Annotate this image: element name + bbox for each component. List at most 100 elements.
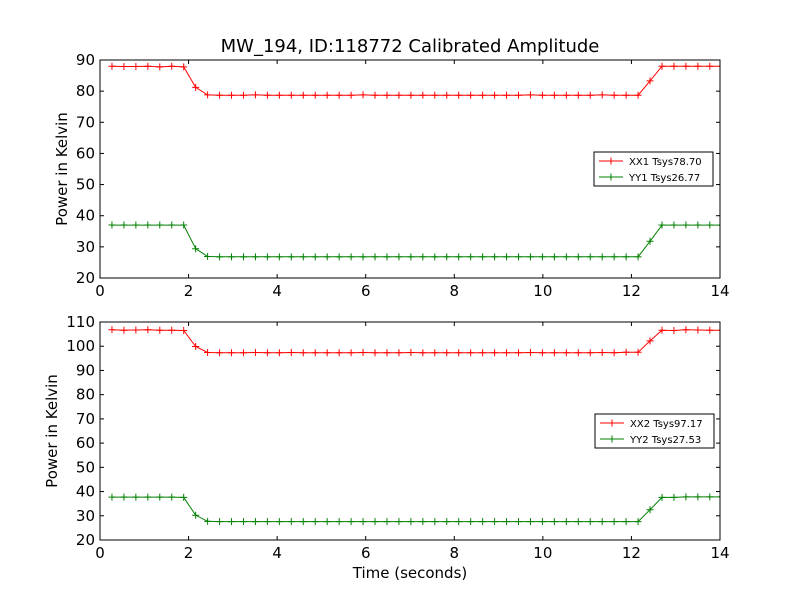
data-point	[670, 221, 678, 229]
data-point	[610, 349, 618, 357]
data-point	[467, 349, 475, 357]
data-point	[251, 253, 259, 261]
data-point	[538, 349, 546, 357]
data-point	[120, 221, 128, 229]
data-point	[371, 349, 379, 357]
data-point	[108, 221, 116, 229]
data-point	[395, 253, 403, 261]
data-point	[574, 518, 582, 526]
data-point	[359, 518, 367, 526]
data-point	[156, 63, 164, 71]
data-point	[598, 91, 606, 99]
data-point	[431, 91, 439, 99]
legend-marker	[607, 157, 615, 165]
legend-label: YY1 Tsys26.77	[628, 173, 700, 184]
top-panel: 0 2 4 6 8 10 12 14 20 30 40 50 60 70 80 90 Power in Kelv…	[53, 51, 730, 300]
data-point	[646, 506, 654, 514]
data-point	[359, 349, 367, 357]
y-tick-label: 60	[76, 144, 95, 162]
data-point	[383, 253, 391, 261]
data-point	[538, 518, 546, 526]
data-point	[144, 326, 152, 334]
data-point	[192, 511, 200, 519]
data-point	[526, 518, 534, 526]
data-point	[574, 91, 582, 99]
data-point	[491, 91, 499, 99]
legend-label: XX1 Tsys78.70	[629, 157, 702, 168]
data-point	[251, 518, 259, 526]
y-axis-label: Power in Kelvin	[53, 112, 71, 226]
data-point	[431, 518, 439, 526]
data-point	[228, 253, 236, 261]
data-point	[180, 63, 188, 71]
data-point	[168, 326, 176, 334]
legend-marker	[608, 435, 616, 443]
x-tick-label: 6	[361, 544, 371, 562]
data-point	[204, 517, 212, 525]
data-point	[550, 253, 558, 261]
data-point	[323, 349, 331, 357]
data-point	[562, 91, 570, 99]
data-point	[479, 518, 487, 526]
y-tick-label: 70	[76, 410, 95, 428]
data-point	[168, 493, 176, 501]
y-tick-label: 110	[66, 313, 95, 331]
data-point	[443, 91, 451, 99]
data-point	[526, 91, 534, 99]
data-point	[347, 349, 355, 357]
legend-box	[593, 151, 714, 187]
y-tick-label: 80	[76, 386, 95, 404]
y-tick-label: 30	[76, 507, 95, 525]
data-point	[192, 342, 200, 350]
data-point	[287, 91, 295, 99]
data-point	[455, 253, 463, 261]
legend-marker	[607, 173, 615, 181]
data-point	[383, 91, 391, 99]
data-point	[658, 493, 666, 501]
axes-frame	[99, 59, 721, 279]
data-point	[371, 253, 379, 261]
data-point	[467, 518, 475, 526]
data-point	[503, 253, 511, 261]
y-tick-label: 90	[76, 361, 95, 379]
y-tick-label: 90	[76, 51, 95, 69]
data-point	[455, 349, 463, 357]
data-point	[132, 221, 140, 229]
data-point	[562, 518, 570, 526]
data-point	[538, 91, 546, 99]
series-line-yy	[112, 496, 720, 523]
data-point	[718, 496, 720, 498]
data-point	[120, 63, 128, 71]
data-point	[311, 91, 319, 99]
x-tick-label: 12	[622, 282, 641, 300]
data-point	[526, 253, 534, 261]
data-point	[323, 91, 331, 99]
data-point	[706, 326, 714, 334]
x-tick-label: 8	[450, 544, 460, 562]
data-point	[694, 62, 702, 70]
data-point	[431, 253, 439, 261]
x-tick-label: 8	[450, 282, 460, 300]
data-point	[168, 62, 176, 70]
data-point	[479, 253, 487, 261]
data-point	[180, 326, 188, 334]
series-group	[108, 326, 720, 526]
data-point	[323, 518, 331, 526]
x-tick-label: 0	[95, 544, 105, 562]
y-tick-label: 50	[76, 176, 95, 194]
data-point	[646, 337, 654, 345]
data-point	[598, 518, 606, 526]
data-point	[383, 518, 391, 526]
data-point	[108, 326, 116, 334]
data-point	[239, 91, 247, 99]
data-point	[694, 221, 702, 229]
y-tick-label: 20	[76, 269, 95, 287]
x-tick-label: 12	[622, 544, 641, 562]
x-tick-label: 0	[95, 282, 105, 300]
data-point	[275, 518, 283, 526]
data-point	[419, 91, 427, 99]
data-point	[467, 91, 475, 99]
data-point	[610, 253, 618, 261]
legend-label: XX2 Tsys97.17	[630, 419, 703, 430]
data-point	[718, 329, 720, 331]
